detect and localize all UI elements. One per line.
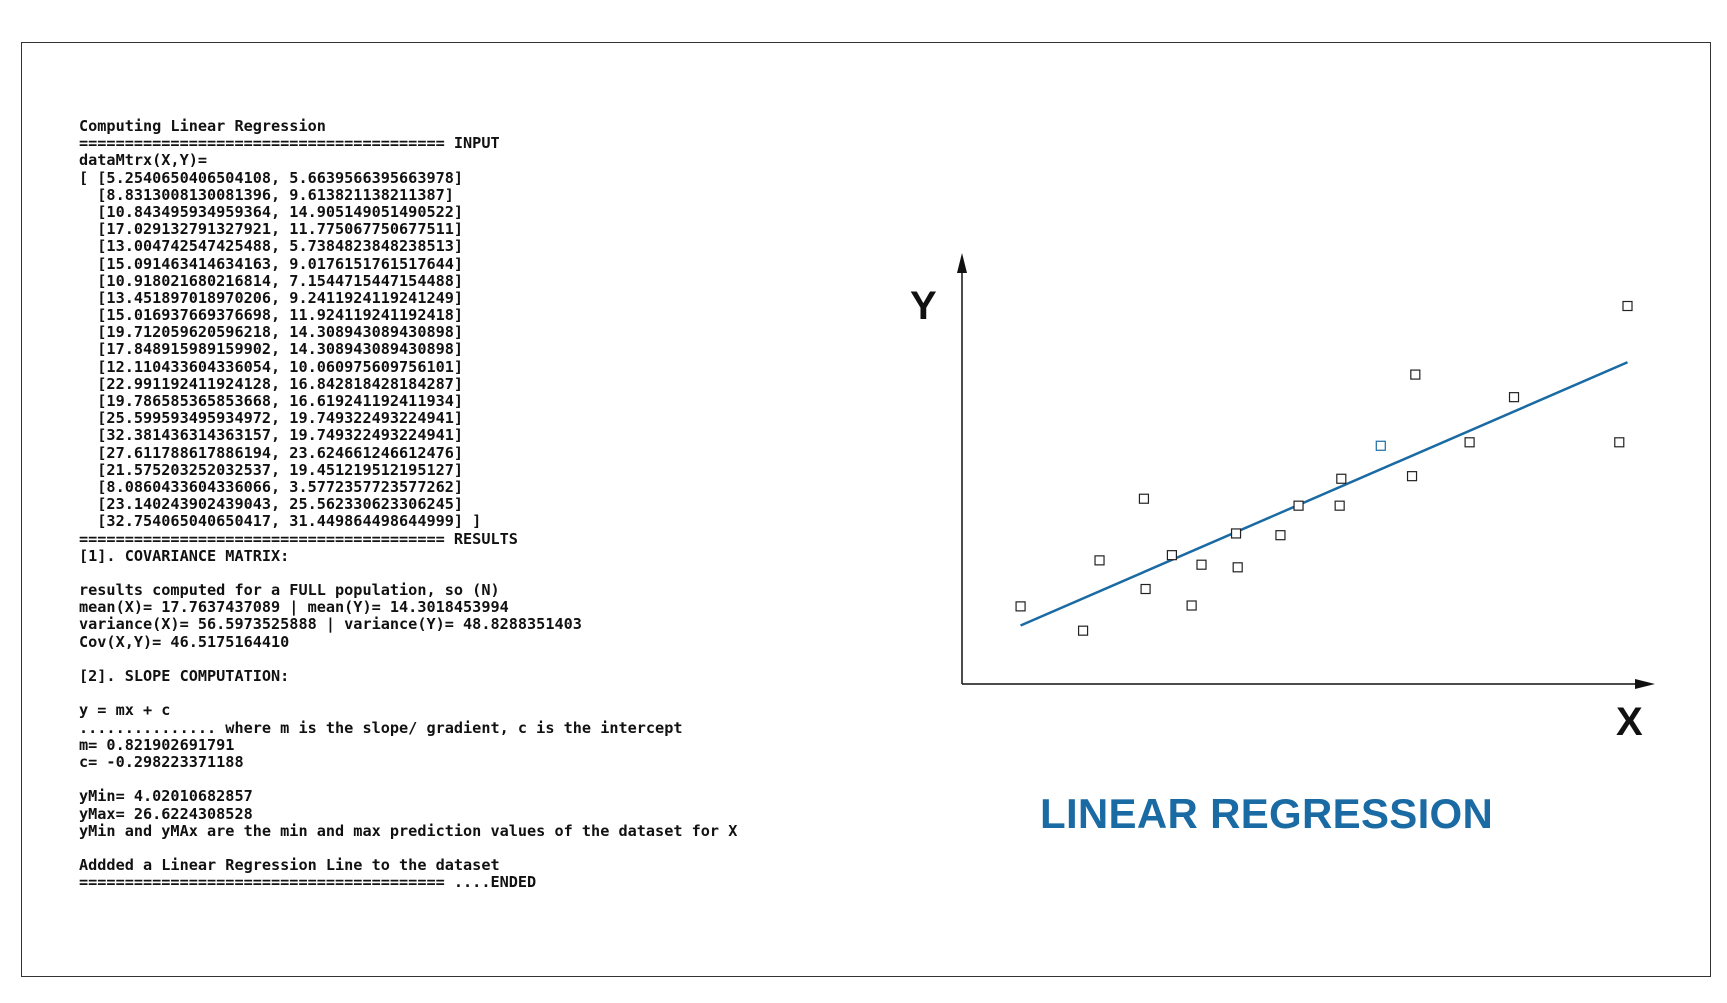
data-point: [1094, 555, 1105, 566]
console-line: [1]. COVARIANCE MATRIX:: [79, 546, 290, 565]
data-point: [1232, 562, 1243, 573]
console-line: [21.575203252032537, 19.451219512195127]: [79, 460, 464, 479]
console-line: [8.8313008130081396, 9.613821138211387]: [79, 185, 454, 204]
data-point: [1293, 500, 1304, 511]
data-point: [1077, 625, 1089, 636]
data-point: [1410, 369, 1421, 380]
console-output: Computing Linear Regression =============…: [79, 117, 899, 892]
figure-frame: [21, 42, 1711, 977]
data-point: [1508, 392, 1520, 403]
y-axis-arrow-icon: [957, 253, 967, 273]
y-axis-label: Y: [910, 284, 937, 328]
data-point: [1406, 471, 1418, 482]
console-line: [10.843495934959364, 14.905149051490522]: [79, 202, 464, 221]
data-point: [1196, 559, 1207, 570]
console-line: [13.451897018970206, 9.2411924119241249]: [79, 288, 464, 307]
console-line: m= 0.821902691791: [79, 735, 235, 754]
data-point: [1186, 600, 1197, 611]
console-line: Addded a Linear Regression Line to the d…: [79, 856, 500, 875]
data-point: [1375, 440, 1386, 451]
console-line: [32.754065040650417, 31.449864498644999]…: [79, 512, 482, 531]
console-line: variance(X)= 56.5973525888 | variance(Y)…: [79, 615, 582, 634]
console-line: results computed for a FULL population, …: [79, 581, 500, 600]
console-line: [10.918021680216814, 7.1544715447154488]: [79, 271, 464, 290]
data-point: [1622, 300, 1633, 312]
console-line: [15.091463414634163, 9.0176151761517644]: [79, 254, 464, 273]
console-line: [27.611788617886194, 23.624661246612476]: [79, 443, 464, 462]
console-line: y = mx + c: [79, 701, 171, 720]
data-point: [1015, 601, 1026, 612]
console-line: [19.786585365853668, 16.619241192411934]: [79, 392, 464, 410]
console-line: ............... where m is the slope/ gr…: [79, 718, 683, 737]
console-line: Cov(X,Y)= 46.5175164410: [79, 632, 290, 651]
console-line: [13.004742547425488, 5.7384823848238513]: [79, 237, 464, 256]
console-line: ========================================…: [79, 134, 500, 153]
console-line: [23.140243902439043, 25.562330623306245]: [79, 495, 464, 514]
x-axis-label: X: [1616, 700, 1643, 744]
console-line: yMin= 4.02010682857: [79, 787, 253, 806]
console-line: dataMtrx(X,Y)=: [79, 151, 208, 170]
console-line: [12.110433604336054, 10.060975609756101]: [79, 357, 464, 376]
data-point: [1140, 583, 1151, 595]
console-line: [15.016937669376698, 11.924119241192418]: [79, 306, 464, 325]
console-line: ========================================…: [79, 873, 537, 892]
console-line: [2]. SLOPE COMPUTATION:: [79, 667, 290, 685]
data-point: [1614, 437, 1625, 448]
x-axis-arrow-icon: [1635, 679, 1655, 689]
console-line: ========================================…: [79, 529, 518, 548]
data-point: [1464, 437, 1475, 448]
regression-line: [1020, 361, 1628, 627]
console-line: c= -0.298223371188: [79, 752, 244, 771]
data-point: [1138, 493, 1150, 504]
console-line: [25.599593495934972, 19.749322493224941]: [79, 409, 464, 428]
console-line: yMax= 26.6224308528: [79, 804, 253, 823]
chart-title: LINEAR REGRESSION: [1040, 790, 1494, 837]
console-line: [19.712059620596218, 14.308943089430898]: [79, 323, 464, 342]
data-point: [1275, 530, 1286, 541]
console-line: [22.991192411924128, 16.842818428184287]: [79, 374, 464, 393]
console-line: [ [5.2540650406504108, 5.663956639566397…: [79, 168, 464, 187]
console-line: [32.381436314363157, 19.749322493224941]: [79, 426, 464, 445]
console-line: mean(X)= 17.7637437089 | mean(Y)= 14.301…: [79, 598, 509, 617]
data-point: [1336, 473, 1347, 484]
console-line: Computing Linear Regression: [79, 117, 326, 135]
console-line: yMin and yMAx are the min and max predic…: [79, 821, 738, 840]
data-point: [1230, 528, 1242, 539]
console-line: [17.029132791327921, 11.775067750677511]: [79, 220, 464, 239]
data-point: [1334, 500, 1345, 511]
console-line: [17.848915989159902, 14.308943089430898]: [79, 340, 464, 359]
console-line: [8.0860433604336066, 3.5772357723577262]: [79, 477, 464, 496]
data-point: [1166, 550, 1177, 561]
